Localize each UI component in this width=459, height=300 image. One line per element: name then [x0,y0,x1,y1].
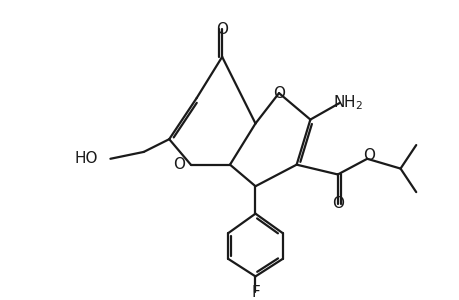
Text: O: O [173,157,185,172]
Text: O: O [216,22,228,37]
Text: NH$_2$: NH$_2$ [332,94,362,112]
Text: O: O [331,196,343,211]
Text: O: O [272,85,285,100]
Text: HO: HO [74,151,97,166]
Text: F: F [251,285,259,300]
Text: O: O [363,148,375,163]
